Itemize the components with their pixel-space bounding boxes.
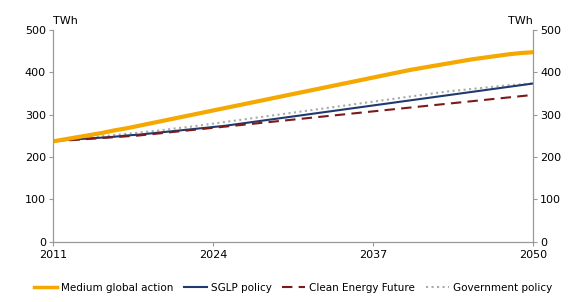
Legend: Medium global action, SGLP policy, Clean Energy Future, Government policy: Medium global action, SGLP policy, Clean… bbox=[30, 278, 556, 297]
Text: TWh: TWh bbox=[53, 16, 77, 26]
Text: TWh: TWh bbox=[509, 16, 533, 26]
